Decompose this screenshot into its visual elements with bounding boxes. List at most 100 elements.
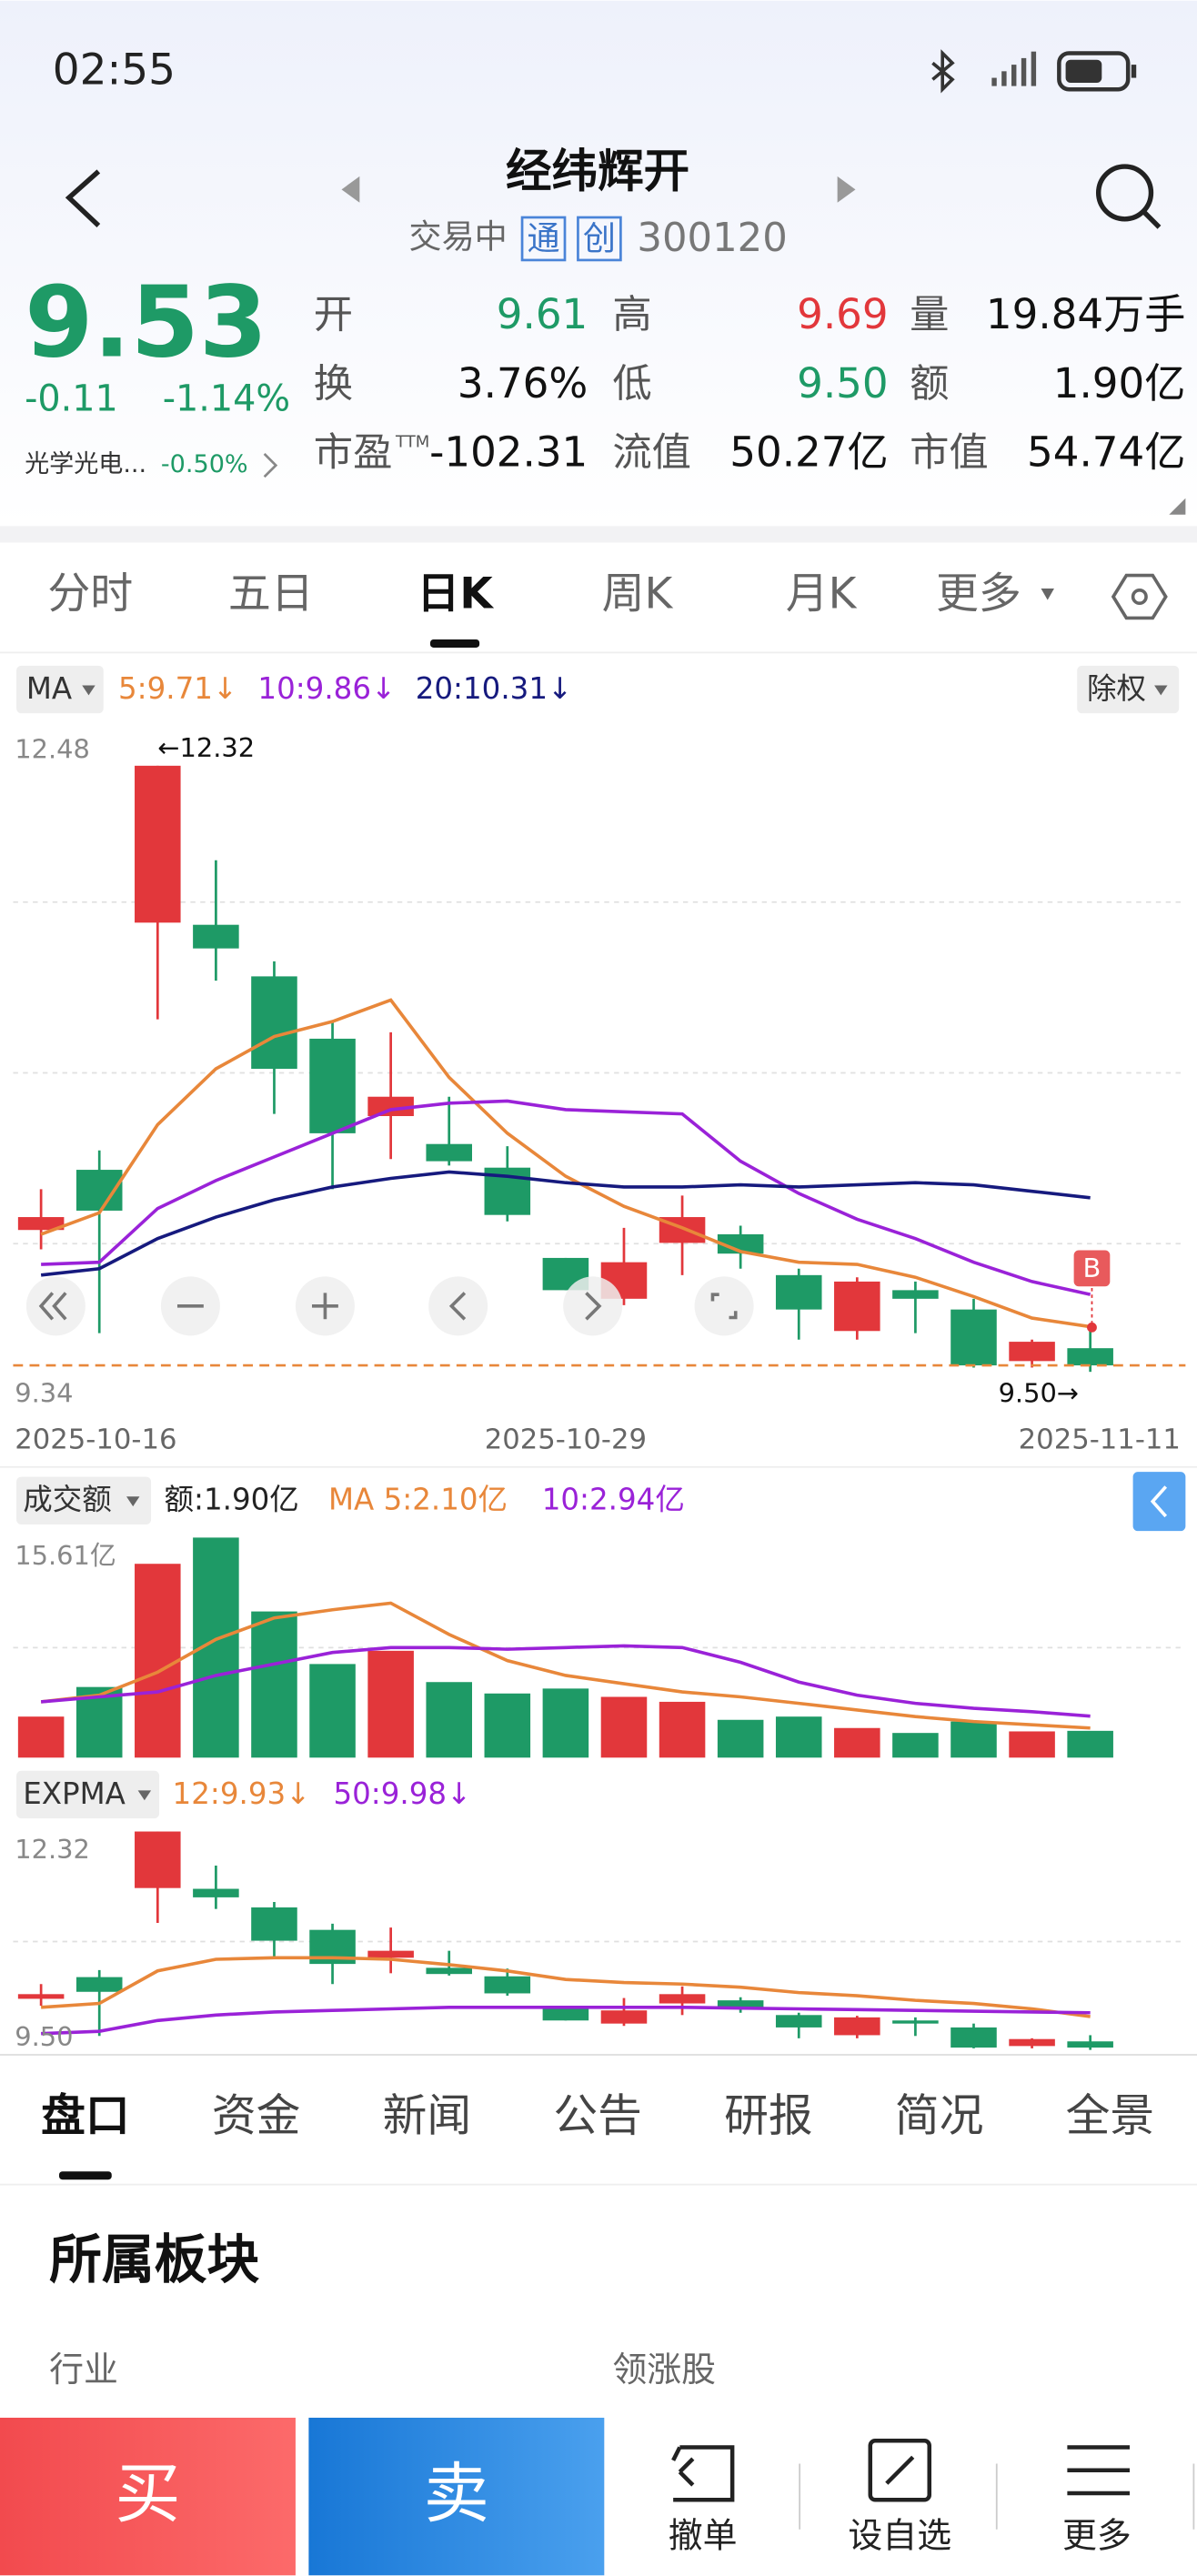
volume-bar (1009, 1731, 1055, 1758)
indicator-line (40, 1644, 1091, 1718)
stock-code: 300120 (637, 216, 787, 261)
toolbar-icons (38, 1292, 738, 1321)
action-icons (671, 2439, 1130, 2502)
badge: 通 (527, 218, 559, 257)
candle-body (426, 1143, 472, 1162)
dropdown-arrow (1041, 588, 1054, 600)
candle-body (17, 1994, 65, 1999)
indicator-name: 成交额 (23, 1483, 111, 1517)
tab[interactable]: 周K (602, 569, 674, 619)
candle-body (75, 1977, 123, 1992)
bottom-tab[interactable]: 简况 (895, 2090, 983, 2141)
indicator-line (41, 1099, 1091, 1296)
trade-state: 交易中 (408, 216, 507, 256)
field-label: 换 (314, 361, 353, 407)
badge-box (577, 216, 622, 262)
sell-label: 卖 (424, 2456, 489, 2532)
dropdown-arrow (1154, 685, 1168, 696)
candle-body (717, 1233, 764, 1254)
field-label-sup: TTM (395, 432, 429, 451)
candle-body (251, 976, 297, 1070)
battery-icon (1057, 51, 1137, 92)
legend-entry: 5:9.71↓ (118, 671, 237, 706)
tab[interactable]: 月K (786, 569, 858, 619)
volume-bar (892, 1733, 939, 1758)
tab[interactable]: 日K (417, 569, 494, 619)
bottom-tab[interactable]: 研报 (724, 2090, 812, 2141)
field-value: 9.50 (797, 359, 888, 408)
header-bg (0, 0, 1197, 527)
candle-body (135, 1831, 181, 1888)
candle-body (600, 2010, 648, 2024)
buy-button[interactable] (0, 2417, 296, 2576)
action-button[interactable]: 设自选 (848, 2515, 951, 2555)
prev-stock[interactable] (341, 176, 360, 203)
legend-entry: 20:10.31↓ (416, 671, 572, 706)
tab[interactable]: 五日 (228, 569, 314, 619)
bottom-tab[interactable]: 资金 (212, 2090, 300, 2141)
scroll-left[interactable] (428, 1276, 488, 1336)
volume-bar (717, 1719, 764, 1758)
search-button[interactable] (1095, 164, 1162, 229)
action-button[interactable]: 更多 (1062, 2515, 1132, 2555)
fullscreen[interactable] (694, 1276, 754, 1336)
field-value: 54.74亿 (1027, 428, 1185, 477)
volume-bar (17, 1716, 65, 1758)
x-tick-label: 2025-11-11 (1019, 1424, 1181, 1455)
candle-body (367, 1950, 414, 1958)
section-column: 领涨股 (612, 2350, 716, 2390)
bottom-tab[interactable]: 全景 (1066, 2090, 1154, 2141)
indicator-button[interactable] (16, 1476, 152, 1524)
candle-body (775, 1274, 822, 1310)
side-panel-arrow (1150, 1485, 1168, 1518)
back-button[interactable] (65, 169, 101, 227)
corner-mark (1169, 498, 1186, 515)
indicator-button[interactable] (16, 1770, 160, 1819)
volume-bar (309, 1664, 356, 1758)
field-label: 市盈 (314, 430, 393, 476)
sell-button[interactable] (308, 2417, 605, 2576)
sector[interactable]: 光学光电... (25, 450, 146, 478)
tab-more[interactable]: 更多 (936, 569, 1021, 619)
tab[interactable]: 分时 (47, 569, 133, 619)
change: -0.11 (25, 378, 118, 420)
field-value: 1.90亿 (1053, 359, 1186, 408)
legend-entry: 50:9.98↓ (333, 1776, 471, 1811)
stock-name: 经纬辉开 (506, 145, 689, 198)
indicator-line (41, 1956, 1091, 2018)
field-label: 低 (612, 361, 651, 407)
candle-body (717, 2000, 764, 2007)
bottom-tab[interactable]: 公告 (553, 2090, 641, 2141)
candle-body (951, 2027, 997, 2048)
side-panel-tab[interactable] (1132, 1472, 1186, 1532)
field-label: 量 (910, 293, 949, 338)
settings-icon[interactable] (1111, 573, 1168, 620)
candle-body (251, 1907, 297, 1941)
chevron (263, 452, 278, 478)
scroll-right[interactable] (563, 1276, 623, 1336)
bottom-tab[interactable]: 新闻 (383, 2090, 471, 2141)
fq-label: 除权 (1087, 671, 1146, 706)
volume-bar (600, 1696, 648, 1758)
volume-bar (484, 1693, 531, 1758)
field-label: 开 (314, 293, 353, 338)
y-tick-label: 9.34 (15, 1377, 73, 1408)
x-tick-label: 2025-10-29 (485, 1424, 647, 1455)
field-value: 9.61 (497, 290, 588, 338)
field-value: -102.31 (429, 428, 588, 477)
volume-bar (251, 1611, 297, 1758)
marker-dot (1087, 1322, 1097, 1333)
next-stock[interactable] (837, 176, 856, 203)
fq-button[interactable] (1077, 665, 1180, 714)
bottom-tab[interactable]: 盘口 (41, 2090, 129, 2141)
field-label: 市值 (910, 430, 989, 476)
dropdown-arrow (126, 1496, 140, 1507)
volume-bar (775, 1716, 822, 1758)
field-value: 3.76% (458, 359, 588, 408)
indicator-button[interactable] (16, 665, 104, 714)
buy-marker[interactable] (1073, 1250, 1111, 1287)
action-button[interactable]: 撤单 (669, 2515, 738, 2555)
candle-body (135, 765, 181, 923)
volume-bar (951, 1721, 997, 1758)
